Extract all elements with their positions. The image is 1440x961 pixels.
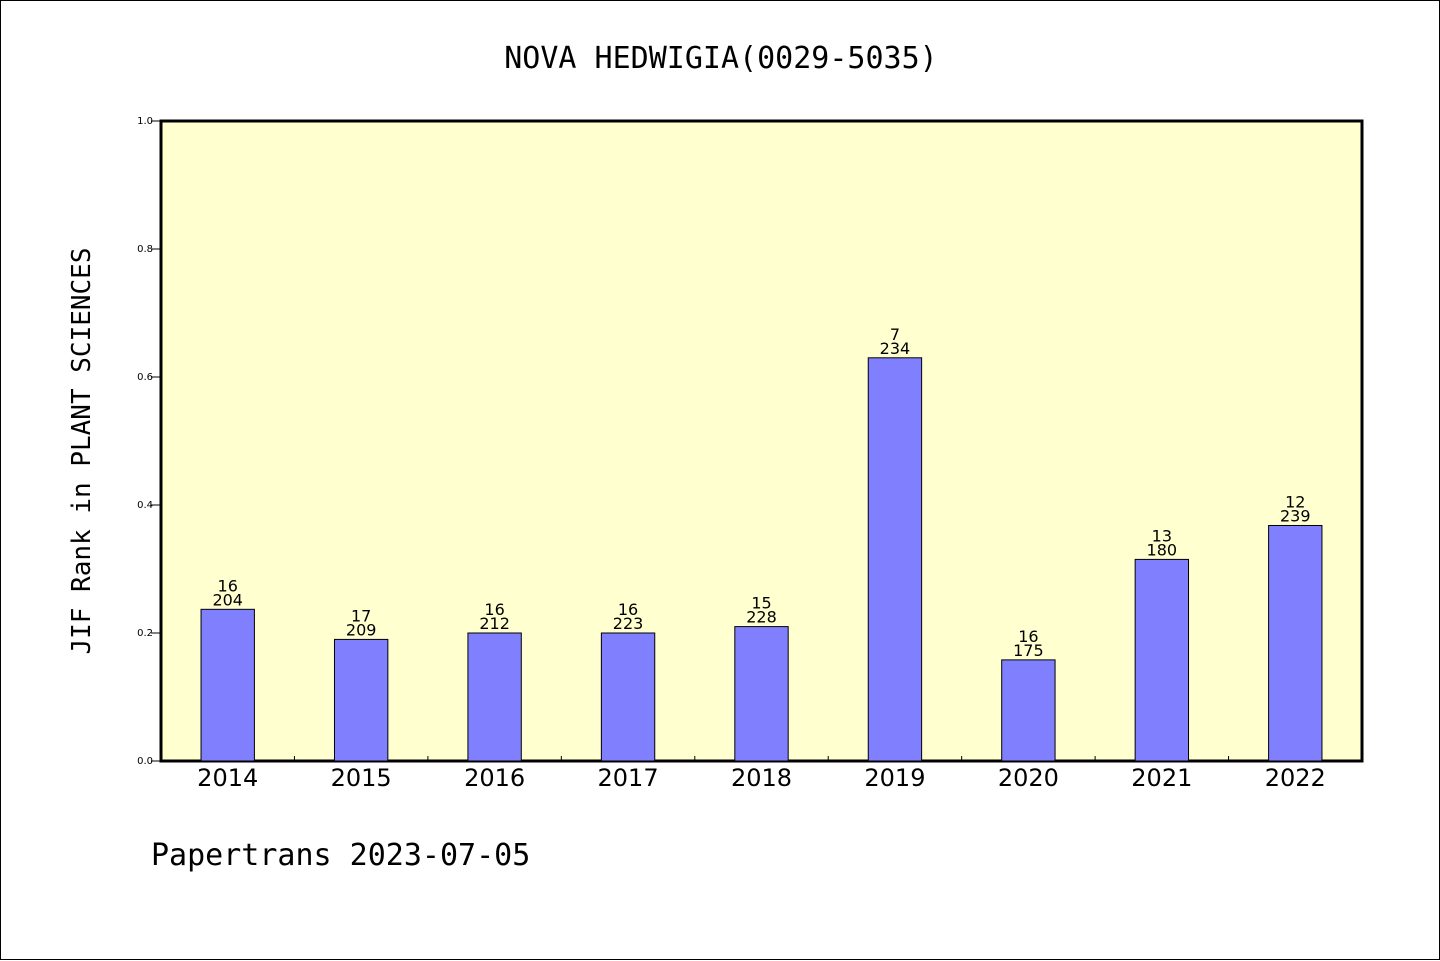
y-tick-label: 0.6 [137, 372, 153, 383]
bar-2018 [734, 626, 789, 762]
bar-2020 [1001, 659, 1056, 762]
x-tick-label: 2020 [998, 764, 1059, 792]
bar-rank-label: 16 [484, 600, 504, 619]
y-axis-label: JIF Rank in PLANT SCIENCES [67, 248, 97, 655]
bar-2019 [867, 357, 923, 762]
bar-rank-label: 15 [751, 594, 771, 613]
bar-2021 [1134, 558, 1190, 762]
bar-total-label: 223 [613, 614, 644, 633]
bar-2016 [467, 632, 522, 762]
bar-total-label: 175 [1013, 641, 1044, 660]
footer-credit: Papertrans 2023-07-05 [151, 838, 530, 873]
bar-rank-label: 7 [890, 325, 900, 344]
y-tick-label: 0.4 [137, 500, 153, 511]
y-tick-label: 0.2 [137, 628, 153, 639]
bar-total-label: 234 [880, 339, 911, 358]
y-tick-label: 1.0 [137, 116, 153, 127]
bar-rank-label: 12 [1285, 492, 1305, 511]
x-tick-label: 2019 [864, 764, 925, 792]
x-tick-label: 2021 [1131, 764, 1192, 792]
bar-rank-label: 16 [1018, 627, 1038, 646]
y-axis: 0.0 0.2 0.4 0.6 0.8 1.0 [137, 116, 161, 767]
bar-rank-label: 17 [351, 606, 371, 625]
x-tick-label: 2022 [1265, 764, 1326, 792]
bar-total-label: 209 [346, 620, 377, 639]
bar-2022 [1268, 524, 1323, 762]
bar-rank-label: 16 [218, 576, 238, 595]
x-tick-label: 2018 [731, 764, 792, 792]
bar-total-label: 180 [1147, 540, 1178, 559]
bar-total-label: 228 [746, 608, 777, 627]
bar-total-label: 204 [212, 590, 243, 609]
bar-2017 [600, 632, 656, 762]
x-tick-label: 2016 [464, 764, 525, 792]
x-tick-label: 2017 [598, 764, 659, 792]
x-tick-label: 2014 [197, 764, 258, 792]
bar-rank-label: 13 [1152, 526, 1172, 545]
y-tick-label: 0.0 [137, 756, 153, 767]
y-tick-label: 0.8 [137, 244, 153, 255]
bar-total-label: 239 [1280, 506, 1311, 525]
chart-title: NOVA HEDWIGIA(0029-5035) [504, 41, 937, 76]
bars: 1620417209162121622315228723416175131801… [200, 325, 1323, 762]
bar-rank-label: 16 [618, 600, 638, 619]
bar-total-label: 212 [479, 614, 510, 633]
x-tick-label: 2015 [331, 764, 392, 792]
x-axis: 2014 2015 2016 2017 2018 2019 2020 2021 2022 [197, 756, 1326, 792]
bar-2015 [333, 638, 389, 762]
bar-2014 [200, 608, 255, 762]
